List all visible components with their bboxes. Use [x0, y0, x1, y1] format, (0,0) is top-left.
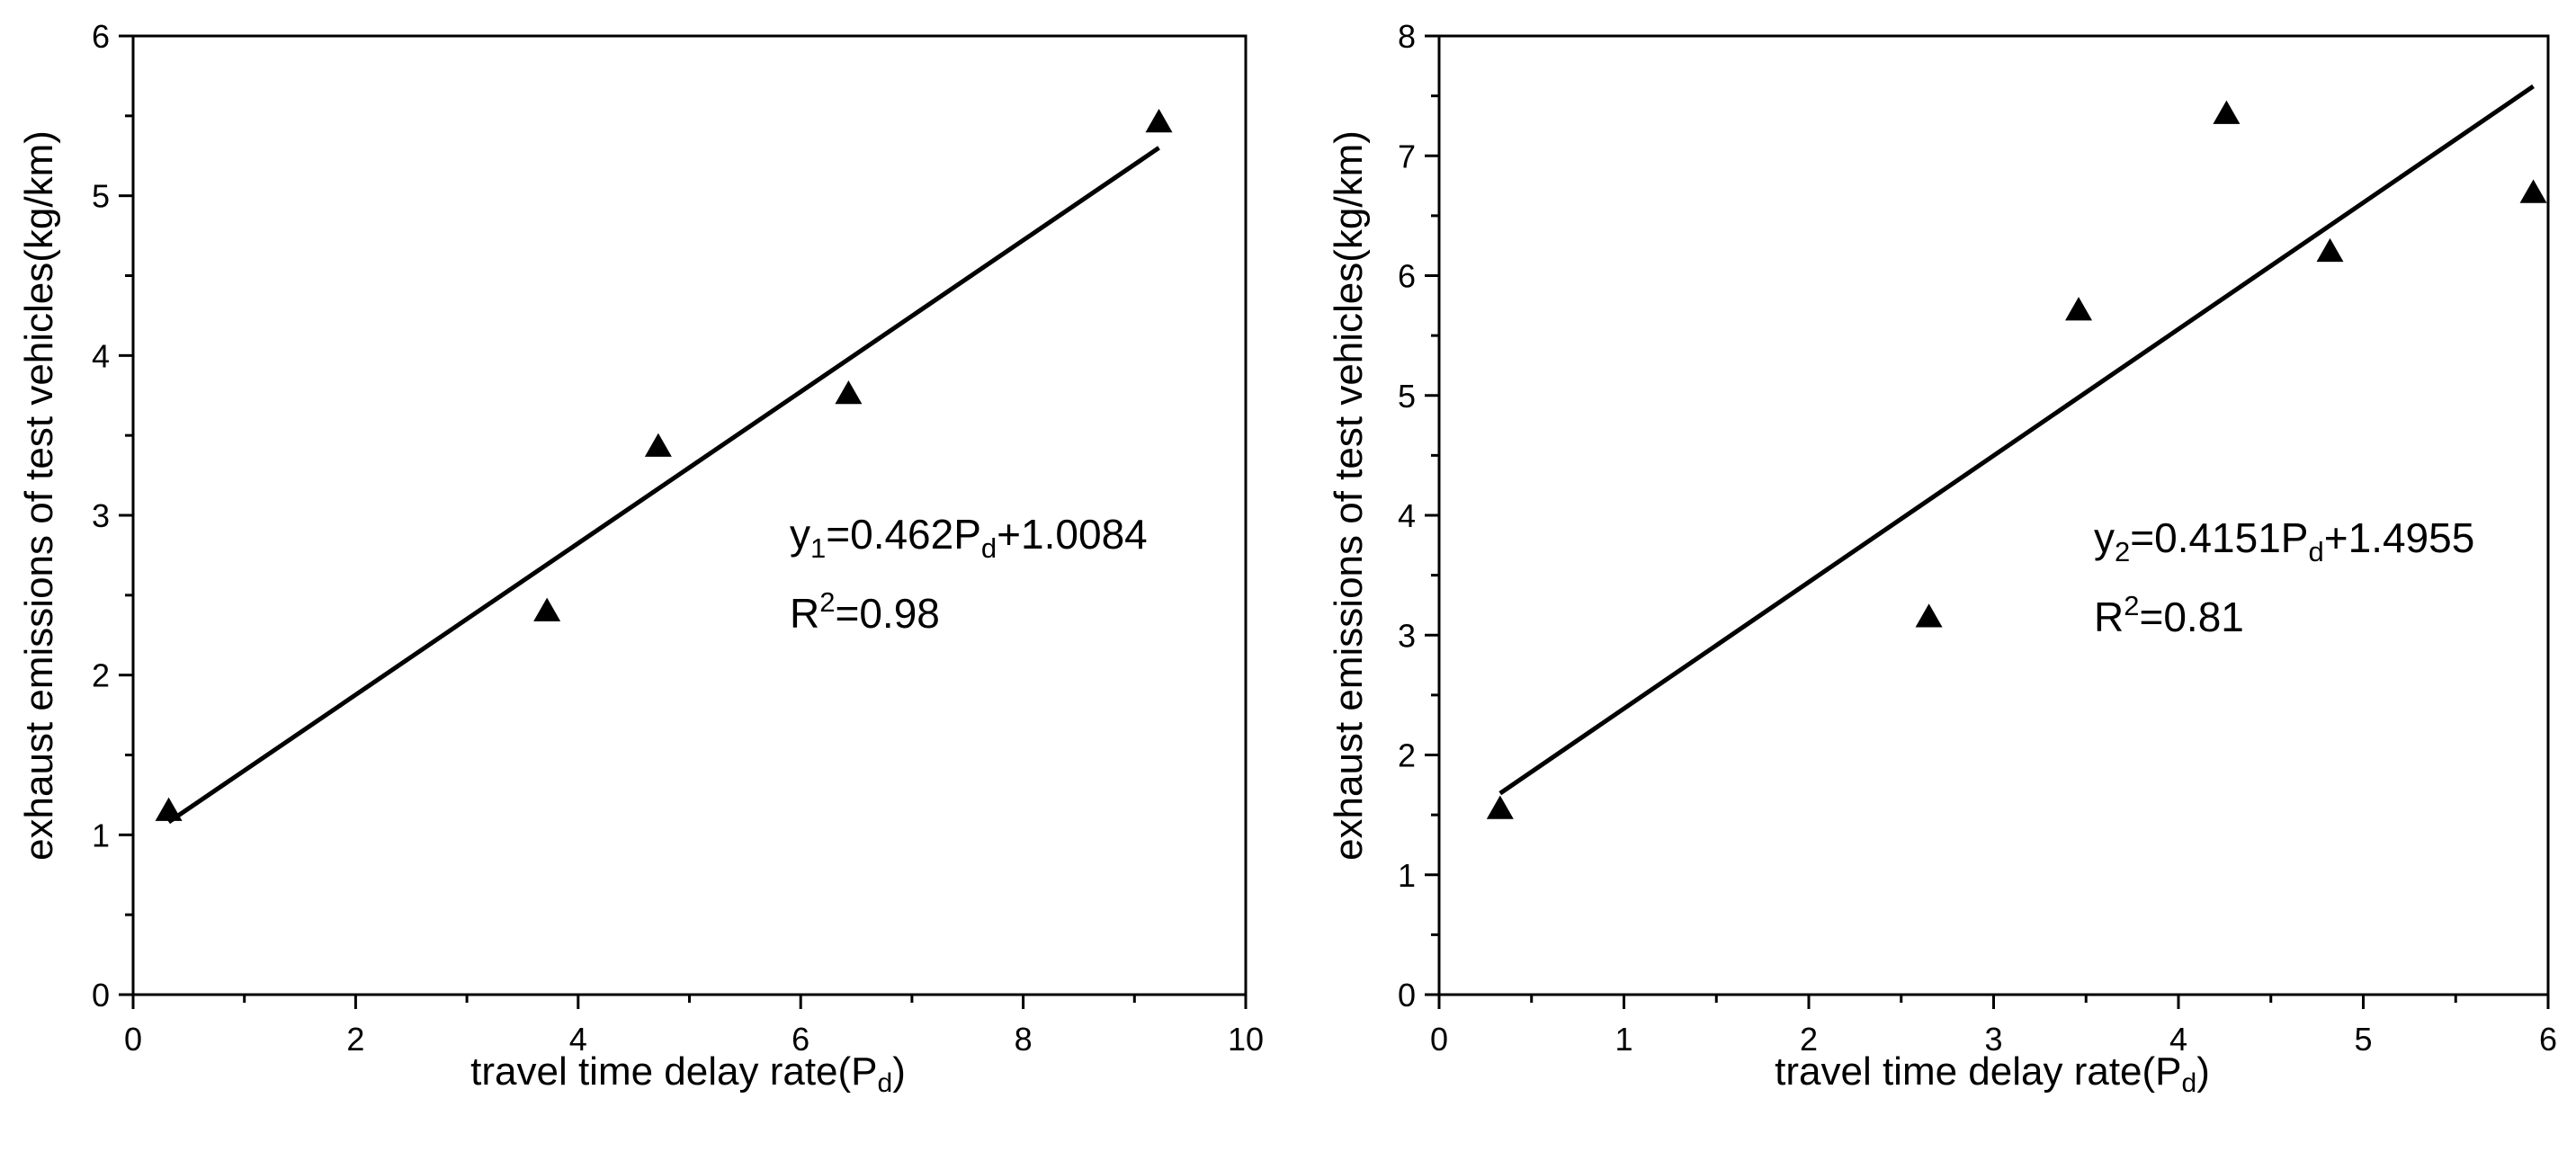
- left-chart-y-tick-label: 1: [92, 817, 110, 853]
- right-chart-y-axis-title: exhaust emissions of test vehicles(kg/km…: [1327, 130, 1371, 861]
- left-chart-data-point: [533, 597, 561, 621]
- right-chart-plot-area: [1437, 34, 2550, 996]
- right-chart-y-tick-label: 0: [1398, 977, 1416, 1014]
- left-chart-x-axis-title: travel time delay rate(Pd): [470, 1049, 906, 1098]
- right-chart-y-tick-label: 7: [1398, 138, 1416, 174]
- left-chart-x-tick-label: 10: [1228, 1021, 1264, 1058]
- right-chart-points: [1486, 100, 2547, 819]
- left-chart-y-tick-label: 4: [92, 337, 110, 374]
- left-chart-data-point: [644, 433, 672, 457]
- right-chart-x-tick-label: 5: [2354, 1021, 2372, 1058]
- right-chart-data-point: [2213, 100, 2241, 124]
- left-chart-data-point: [155, 797, 183, 821]
- left-chart-plot-area: [131, 34, 1248, 996]
- left-chart-data-point: [1145, 108, 1173, 133]
- right-chart-fit-line: [1498, 84, 2535, 796]
- right-chart-y-tick-label: 2: [1398, 737, 1416, 774]
- right-chart-x-tick-label: 1: [1614, 1021, 1632, 1058]
- right-chart-x-tick-label: 4: [2169, 1021, 2187, 1058]
- left-chart-y-tick-label: 3: [92, 497, 110, 534]
- left-chart-fit-line: [167, 146, 1160, 825]
- left-chart-x-tick-label: 4: [569, 1021, 587, 1058]
- right-chart-data-point: [2316, 237, 2344, 263]
- left-chart-fit-line-group: [167, 146, 1160, 825]
- left-chart-x-tick-label: 8: [1015, 1021, 1033, 1058]
- right-chart-x-tick-label: 3: [1984, 1021, 2002, 1058]
- right-chart: 0 1 2 3 4 5 6 0 1 2 3 4 5 6 7 8 travel time delay rate(…: [1327, 18, 2557, 1098]
- right-chart-y-tick-label: 4: [1398, 497, 1416, 534]
- right-chart-fit-line-group: [1498, 84, 2535, 796]
- right-chart-y-tick-label: 3: [1398, 617, 1416, 654]
- left-chart: 0 2 4 6 8 10 0 1 2 3 4 5 6 travel time delay rate(Pd…: [17, 18, 1264, 1098]
- right-chart-x-tick-label: 6: [2539, 1021, 2557, 1058]
- left-chart-y-axis-title: exhaust emissions of test vehicles(kg/km…: [17, 130, 61, 861]
- right-chart-x-axis-title: travel time delay rate(Pd): [1775, 1049, 2210, 1098]
- left-chart-x-tick-label: 0: [124, 1021, 142, 1058]
- left-chart-x-tick-label: 6: [792, 1021, 809, 1058]
- right-chart-x-tick-label: 0: [1430, 1021, 1448, 1058]
- right-chart-y-tick-label: 1: [1398, 857, 1416, 894]
- right-chart-ticks: 0 1 2 3 4 5 6 0 1 2 3 4 5 6 7 8: [1398, 18, 2557, 1058]
- left-chart-x-tick-label: 2: [346, 1021, 364, 1058]
- right-chart-x-tick-label: 2: [1800, 1021, 1818, 1058]
- left-chart-ticks: 0 2 4 6 8 10 0 1 2 3 4 5 6: [92, 18, 1264, 1058]
- right-chart-data-point: [1915, 603, 1943, 628]
- left-chart-y-tick-label: 0: [92, 977, 110, 1014]
- left-chart-y-tick-label: 5: [92, 178, 110, 215]
- right-chart-r-squared: R2=0.81: [2094, 590, 2244, 640]
- right-chart-y-tick-label: 5: [1398, 378, 1416, 415]
- right-chart-equation: y2=0.4151Pd+1.4955: [2094, 514, 2474, 567]
- right-chart-y-tick-label: 8: [1398, 18, 1416, 55]
- right-chart-y-tick-label: 6: [1398, 258, 1416, 295]
- left-chart-y-tick-label: 6: [92, 18, 110, 55]
- left-chart-equation: y1=0.462Pd+1.0084: [790, 511, 1148, 564]
- right-chart-data-point: [2519, 179, 2547, 203]
- right-chart-data-point: [1486, 795, 1514, 819]
- right-chart-data-point: [2065, 297, 2093, 321]
- left-chart-y-tick-label: 2: [92, 657, 110, 694]
- left-chart-data-point: [835, 380, 863, 405]
- left-chart-points: [155, 108, 1173, 821]
- left-chart-r-squared: R2=0.98: [790, 586, 940, 637]
